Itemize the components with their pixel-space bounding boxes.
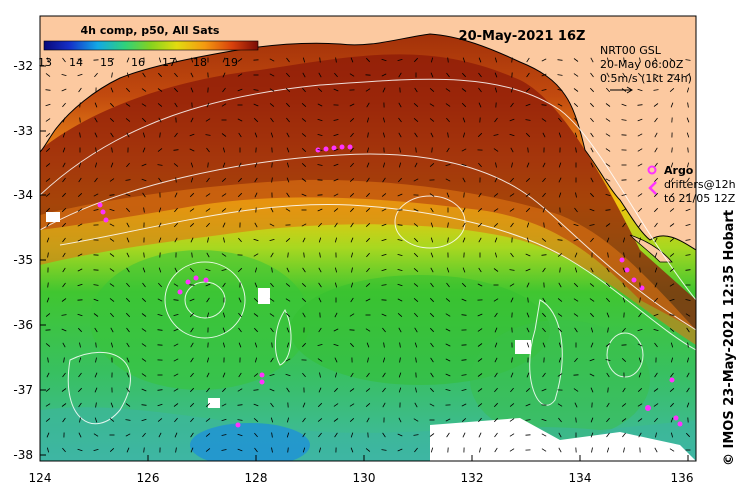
eddy-west — [90, 250, 310, 390]
lat-tick-label: -35 — [13, 253, 33, 267]
cloud-gap — [568, 440, 582, 450]
scale-arrow-icon — [610, 86, 633, 94]
colorbar-tick: 13 — [38, 56, 52, 69]
map-title: 20-May-2021 16Z — [459, 29, 586, 44]
argo-marker-icon — [647, 165, 657, 175]
lon-tick-label: 126 — [137, 471, 160, 485]
lat-tick-label: -32 — [13, 59, 33, 73]
info-line: 0.5m/s (1kt 24h) — [600, 72, 692, 85]
lat-tick-label: -37 — [13, 383, 33, 397]
cloud-gap — [46, 212, 60, 222]
lon-tick-label: 128 — [245, 471, 268, 485]
lat-tick-label: -34 — [13, 188, 33, 202]
lat-tick-label: -36 — [13, 318, 33, 332]
colorbar-tick: 19 — [224, 56, 238, 69]
lat-tick-label: -33 — [13, 124, 33, 138]
colorbar-tick: 15 — [100, 56, 114, 69]
drifter-tracks — [97, 144, 683, 428]
colorbar-tick: 16 — [131, 56, 145, 69]
cloud-gap — [258, 288, 270, 304]
axis-ticks — [39, 65, 689, 461]
lon-tick-label: 130 — [353, 471, 376, 485]
height-contours — [40, 78, 696, 425]
peninsula — [629, 234, 673, 263]
mid-temperature-band — [40, 179, 696, 345]
lon-tick-label: 134 — [569, 471, 592, 485]
colorbar-tick: 14 — [69, 56, 83, 69]
cloud-gap — [515, 340, 531, 354]
lon-tick-label: 124 — [29, 471, 52, 485]
drifter-marker-icon — [648, 181, 657, 195]
cloud-gap — [208, 398, 220, 408]
land-mass — [40, 16, 696, 251]
cold-patch — [190, 423, 310, 461]
colorbar-title: 4h comp, p50, All Sats — [81, 24, 220, 37]
lat-tick-label: -38 — [13, 448, 33, 462]
colorbar — [43, 40, 259, 51]
colorbar-tick: 18 — [193, 56, 207, 69]
lon-tick-label: 132 — [461, 471, 484, 485]
info-line: NRT00 GSL — [600, 44, 662, 57]
argo-label: Argo — [664, 164, 694, 177]
plot-frame — [39, 15, 697, 462]
drifters-label: drifters@12h — [664, 178, 736, 191]
credit-text: © IMOS 23-May-2021 12:35 Hobart — [722, 209, 737, 466]
drifters-label: to 21/05 12Z — [664, 192, 736, 205]
colorbar-tick: 17 — [162, 56, 176, 69]
info-line: 20-May 06:00Z — [600, 58, 684, 71]
current-vectors — [45, 57, 691, 453]
lon-tick-label: 136 — [671, 471, 694, 485]
cloud-gap-south — [430, 418, 696, 461]
